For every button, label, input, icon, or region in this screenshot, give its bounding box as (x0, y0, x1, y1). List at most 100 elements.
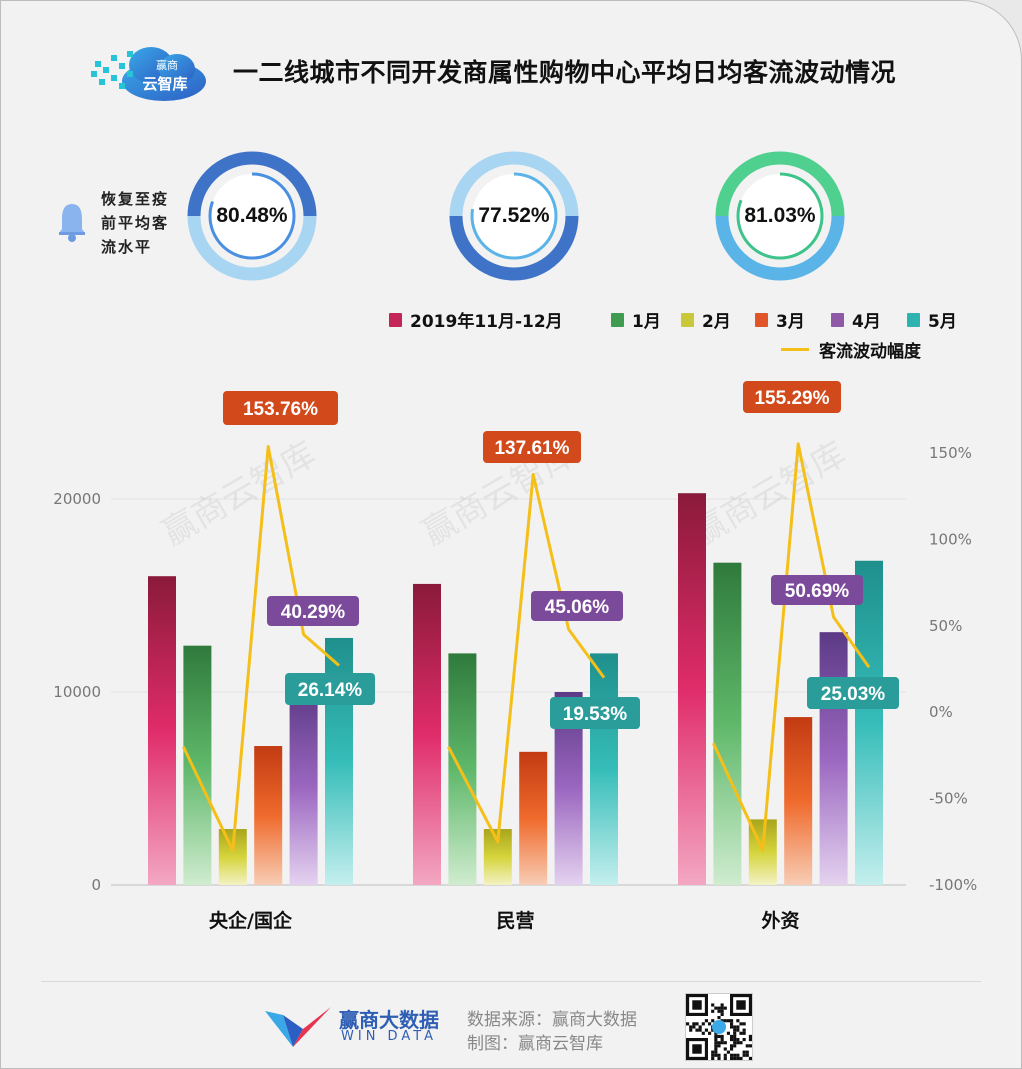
legend-label: 4月 (852, 312, 881, 332)
ring-progress-arc (208, 172, 296, 260)
bar (448, 653, 477, 885)
legend-item: 4月 (831, 307, 881, 332)
legend-swatch (755, 312, 768, 327)
ring-outer-bottom (449, 215, 579, 281)
data-label-box (285, 673, 375, 705)
data-label-box (743, 381, 841, 413)
page-title: 一二线城市不同开发商属性购物中心平均日均客流波动情况 (233, 58, 897, 87)
bar-line-chart: 0 10000 20000 -100% -50% 0% 50% 100% 150% 赢商云智库 赢商… (53, 381, 977, 932)
recovery-ring-value: 80.48% (216, 204, 288, 227)
ring-inner-bg (738, 174, 822, 258)
chart-legend: 2019年11月-12月 1月 2月 3月 4月 5月 客流波动幅度 (389, 307, 989, 367)
recovery-ring-state: 80.48% (187, 151, 317, 281)
fluctuation-line (712, 442, 871, 852)
legend-line-label: 客流波动幅度 (819, 342, 921, 362)
bar (183, 645, 212, 885)
legend-item: 2019年11月-12月 (389, 307, 563, 332)
ring-inner-bg (472, 174, 556, 258)
fluctuation-line (182, 445, 340, 852)
legend-item: 1月 (611, 307, 661, 332)
legend-label: 3月 (776, 312, 805, 332)
qr-code (685, 993, 753, 1061)
data-label-box (267, 596, 359, 626)
bar (289, 690, 318, 885)
legend-item: 3月 (755, 307, 805, 332)
recovery-ring-value: 81.03% (744, 204, 816, 227)
legend-line-swatch (781, 348, 809, 351)
data-label: 50.69% (785, 581, 850, 602)
data-label: 137.61% (494, 438, 569, 459)
y-right-tick-label: 150% (929, 444, 972, 462)
watermark: 赢商云智库 (156, 434, 323, 554)
data-label: 19.53% (563, 704, 628, 725)
bell-icon (59, 204, 85, 242)
data-label: 155.29% (754, 388, 829, 409)
ring-inner-bg (210, 174, 294, 258)
recovery-ring-value: 77.52% (478, 204, 550, 227)
footer-brand: 赢商大数据 (339, 1008, 439, 1032)
ring-outer-top (715, 151, 845, 217)
fluctuation-line (447, 472, 606, 844)
bar (678, 493, 706, 885)
y-right-tick-label: -50% (929, 790, 968, 808)
legend-swatch (389, 312, 402, 327)
legend-label: 2019年11月-12月 (410, 312, 563, 332)
y-left-tick-label: 10000 (53, 683, 101, 701)
logo-top-text: 赢商 (156, 58, 178, 72)
watermark: 赢商云智库 (686, 434, 853, 554)
y-left-tick-label: 0 (91, 876, 101, 894)
bar (254, 746, 283, 885)
x-category-label: 外资 (761, 909, 799, 932)
bar (148, 576, 176, 885)
y-left-tick-label: 20000 (53, 490, 101, 508)
bar (784, 717, 813, 885)
data-label-box (550, 697, 640, 729)
data-source: 数据来源：赢商大数据 (467, 1010, 637, 1030)
legend-label: 1月 (632, 312, 661, 332)
legend-label: 5月 (928, 312, 957, 332)
bar (713, 562, 742, 885)
ring-progress-arc (470, 172, 558, 260)
x-category-label: 民营 (496, 909, 534, 932)
bar (413, 583, 441, 885)
recovery-label-line: 前平均客 (101, 214, 170, 232)
legend-swatch (611, 312, 624, 327)
ring-outer-top (187, 151, 317, 217)
data-label: 153.76% (243, 399, 318, 420)
recovery-label-line: 流水平 (101, 238, 153, 256)
ring-outer-bottom (187, 215, 317, 281)
legend-swatch (907, 312, 920, 327)
ring-progress-arc (736, 172, 824, 260)
data-label: 40.29% (281, 602, 346, 623)
bar (590, 653, 618, 885)
legend-item: 2月 (681, 307, 731, 332)
ring-outer-top (449, 151, 579, 217)
data-label-box (483, 431, 581, 463)
data-label-box (807, 677, 899, 709)
x-category-label: 央企/国企 (209, 909, 293, 932)
footer-divider (41, 981, 981, 982)
data-label: 45.06% (545, 597, 610, 618)
windata-logo (265, 1007, 331, 1047)
data-label-box (771, 575, 863, 605)
data-label: 26.14% (298, 680, 363, 701)
data-label-box (223, 391, 338, 425)
y-right-tick-label: 0% (929, 703, 953, 721)
bar (819, 632, 848, 885)
legend-swatch (681, 312, 694, 327)
legend-item-line: 客流波动幅度 (781, 337, 921, 362)
recovery-label-line: 恢复至疫 (101, 190, 170, 208)
legend-label: 2月 (702, 312, 731, 332)
y-right-tick-label: 100% (929, 530, 972, 548)
data-label-box (531, 591, 623, 621)
data-label: 25.03% (821, 684, 886, 705)
recovery-ring-foreign: 81.03% (715, 151, 845, 281)
logo-bottom-text: 云智库 (142, 75, 187, 93)
bar (519, 751, 548, 885)
ring-outer-bottom (715, 215, 845, 281)
legend-swatch (831, 312, 844, 327)
y-right-tick-label: 50% (929, 617, 962, 635)
brand-cloud-logo: 赢商 云智库 (91, 47, 206, 101)
legend-item: 5月 (907, 307, 957, 332)
